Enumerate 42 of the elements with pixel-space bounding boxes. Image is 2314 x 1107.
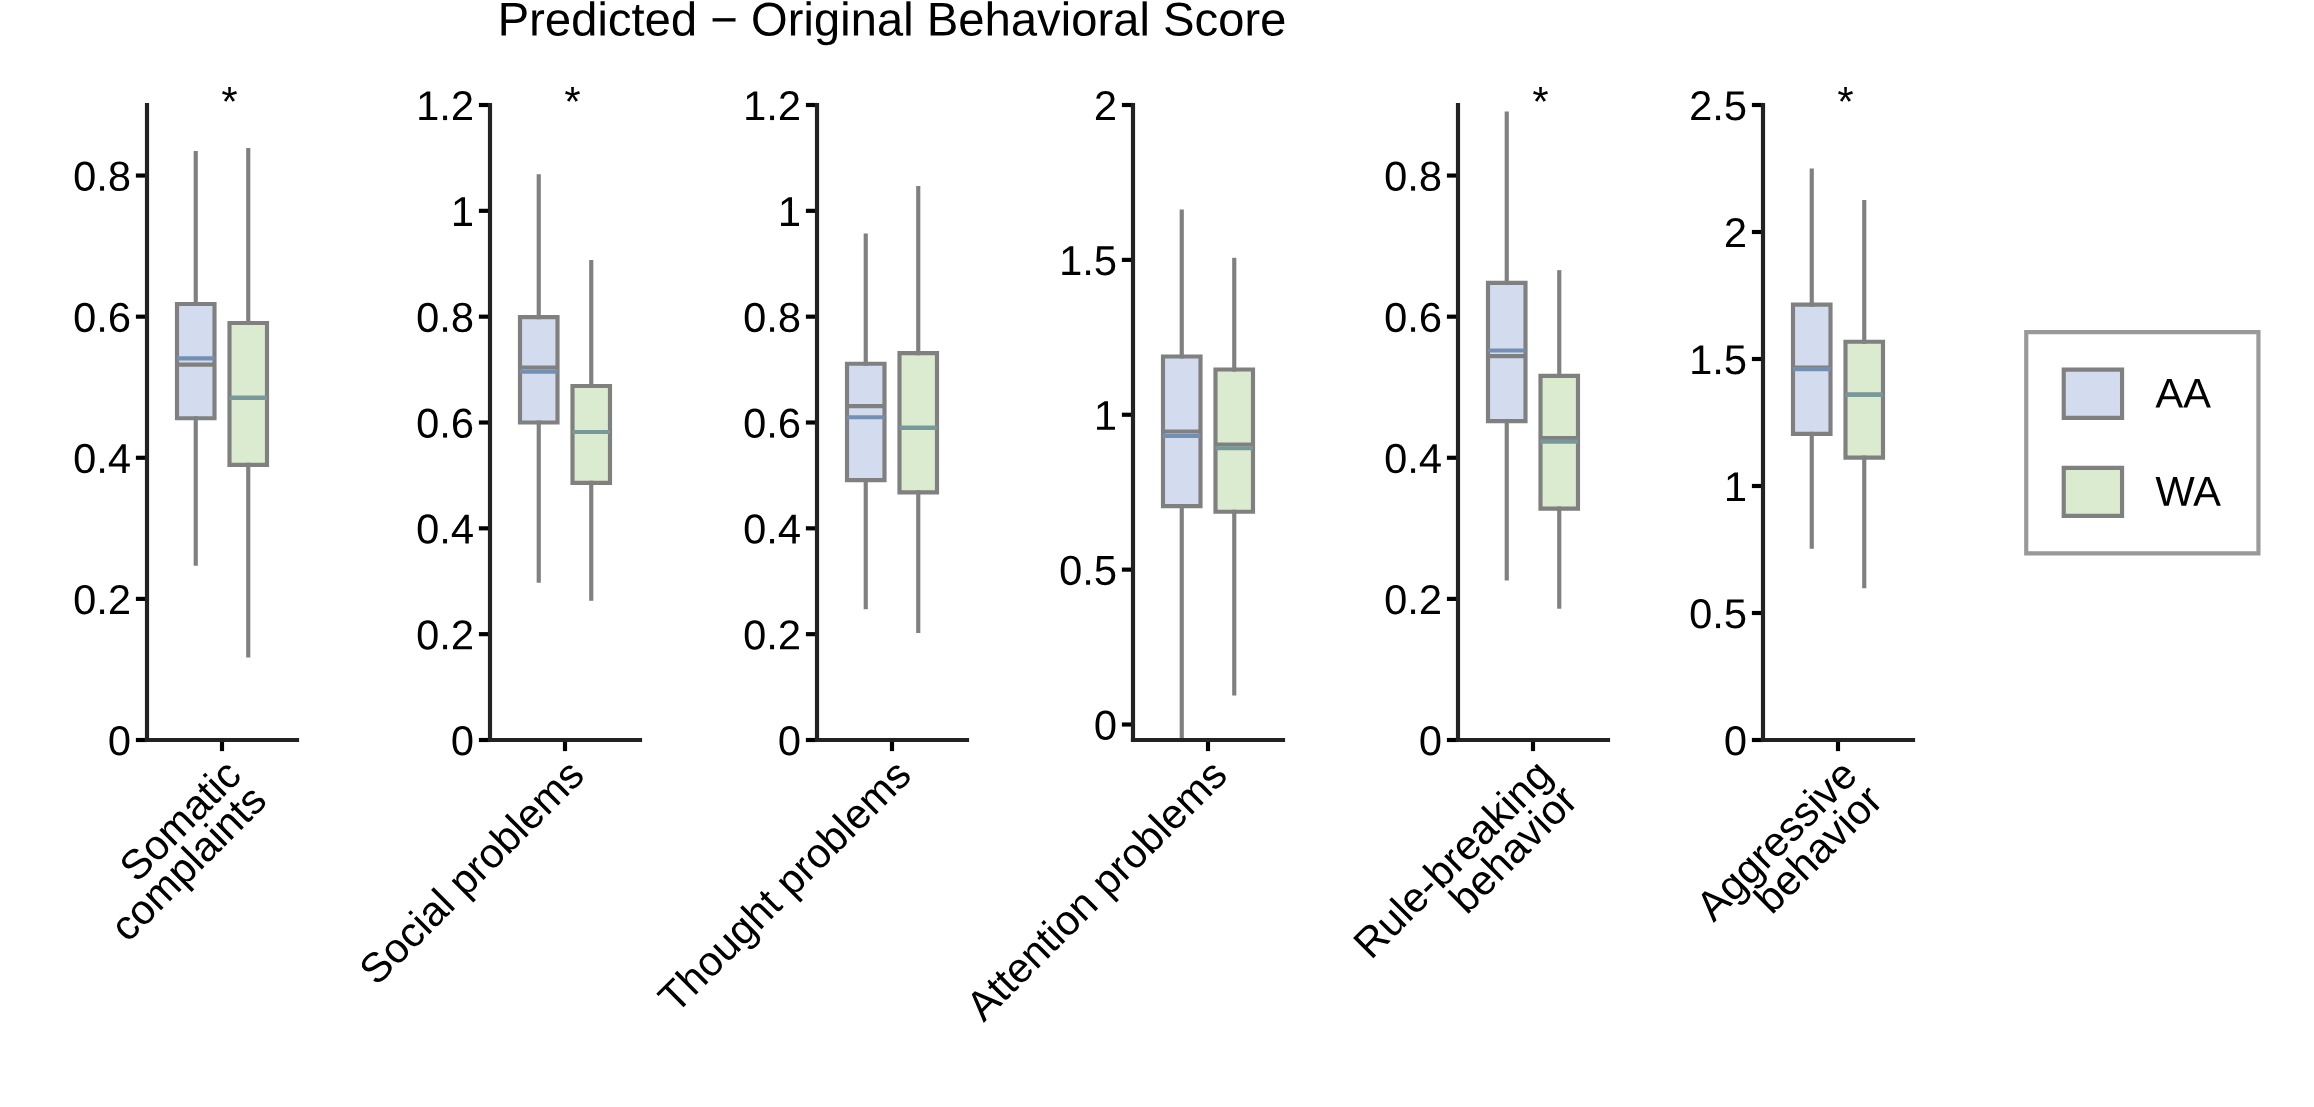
y-tick-label: 0.6	[1385, 302, 1441, 333]
y-tick-label: 0	[779, 726, 800, 756]
y-tick-label: 1.5	[1692, 345, 1746, 375]
legend-label: WA	[2155, 477, 2221, 506]
chart-title: Predicted − Original Behavioral Score	[501, 1, 1285, 46]
y-tick-label: 0.2	[744, 620, 799, 650]
y-tick-label: 2.5	[1691, 91, 1746, 121]
y-tick-label: 0.4	[417, 514, 473, 544]
y-tick-label: 0.8	[1385, 161, 1441, 192]
y-tick-label: 1	[781, 197, 799, 226]
text: *	[1838, 87, 1853, 102]
text: *	[1533, 87, 1548, 102]
y-tick-label: 0.2	[417, 620, 472, 650]
y-tick-label: 1.2	[419, 91, 472, 121]
y-tick-label: 2	[1095, 91, 1115, 121]
y-tick-label: 0.2	[74, 584, 129, 615]
legend-label: AA	[2155, 378, 2211, 408]
y-tick-label: 0.4	[74, 443, 130, 474]
y-tick-label: 0.6	[74, 302, 130, 333]
text: *	[222, 87, 237, 102]
y-tick-label: 0.5	[1060, 555, 1116, 586]
y-tick-label: 0.6	[417, 408, 473, 439]
y-tick-label: 1.5	[1062, 246, 1116, 276]
y-tick-label: 0	[1095, 710, 1116, 741]
y-tick-label: 1	[1727, 472, 1745, 502]
y-tick-label: 0.5	[1690, 599, 1746, 629]
y-tick-label: 1	[1097, 401, 1115, 430]
y-tick-label: 0	[1420, 726, 1441, 756]
y-tick-label: 0	[109, 726, 130, 756]
y-tick-label: 0.4	[744, 514, 800, 544]
y-tick-label: 1.2	[746, 91, 799, 121]
y-tick-label: 0	[452, 726, 473, 756]
y-tick-label: 0.8	[744, 302, 800, 333]
y-tick-label: 1	[454, 197, 472, 226]
y-tick-label: 0.6	[744, 408, 800, 439]
y-tick-label: 0.4	[1385, 443, 1441, 474]
y-tick-label: 0.8	[74, 161, 130, 192]
y-tick-label: 0	[1725, 726, 1746, 756]
y-tick-label: 0.8	[417, 302, 473, 333]
y-tick-label: 2	[1725, 218, 1745, 248]
text: *	[565, 87, 580, 102]
y-tick-label: 0.2	[1385, 584, 1440, 615]
